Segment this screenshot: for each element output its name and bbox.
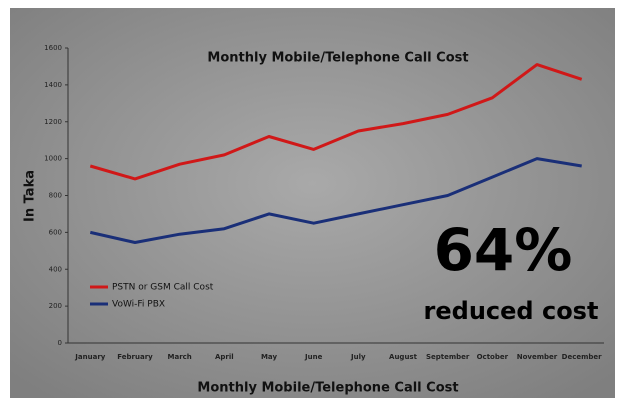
legend-label: VoWi-Fi PBX: [112, 300, 165, 310]
x-tick-label: December: [562, 353, 603, 361]
x-axis-title: Monthly Mobile/Telephone Call Cost: [197, 381, 458, 396]
x-tick-label: January: [74, 353, 105, 361]
x-tick-label: May: [261, 353, 277, 361]
y-tick-label: 1200: [44, 118, 62, 126]
x-tick-label: November: [517, 353, 558, 361]
x-tick-label: October: [477, 353, 509, 361]
x-tick-label: February: [117, 353, 153, 361]
y-tick-label: 400: [49, 265, 62, 273]
y-tick-label: 800: [49, 192, 62, 200]
chart-title: Monthly Mobile/Telephone Call Cost: [207, 51, 468, 66]
series-line: [89, 63, 583, 181]
y-tick-label: 600: [49, 228, 62, 236]
series-line: [89, 157, 582, 244]
y-tick-label: 1000: [44, 155, 62, 163]
x-tick-label: April: [215, 353, 234, 361]
y-axis-title: In Taka: [23, 170, 38, 222]
background: [10, 8, 615, 398]
x-tick-label: July: [350, 353, 366, 361]
y-tick-label: 1600: [44, 44, 62, 52]
y-tick-label: 1400: [44, 81, 62, 89]
x-tick-label: August: [389, 353, 418, 361]
legend-label: PSTN or GSM Call Cost: [112, 283, 214, 293]
y-tick-label: 200: [49, 302, 62, 310]
x-tick-label: September: [426, 353, 470, 361]
x-tick-label: March: [168, 353, 192, 361]
y-tick-label: 0: [58, 339, 62, 347]
x-tick-label: June: [304, 353, 323, 361]
annotation-text: reduced cost: [424, 297, 599, 325]
annotation-percent: 64%: [434, 216, 573, 284]
